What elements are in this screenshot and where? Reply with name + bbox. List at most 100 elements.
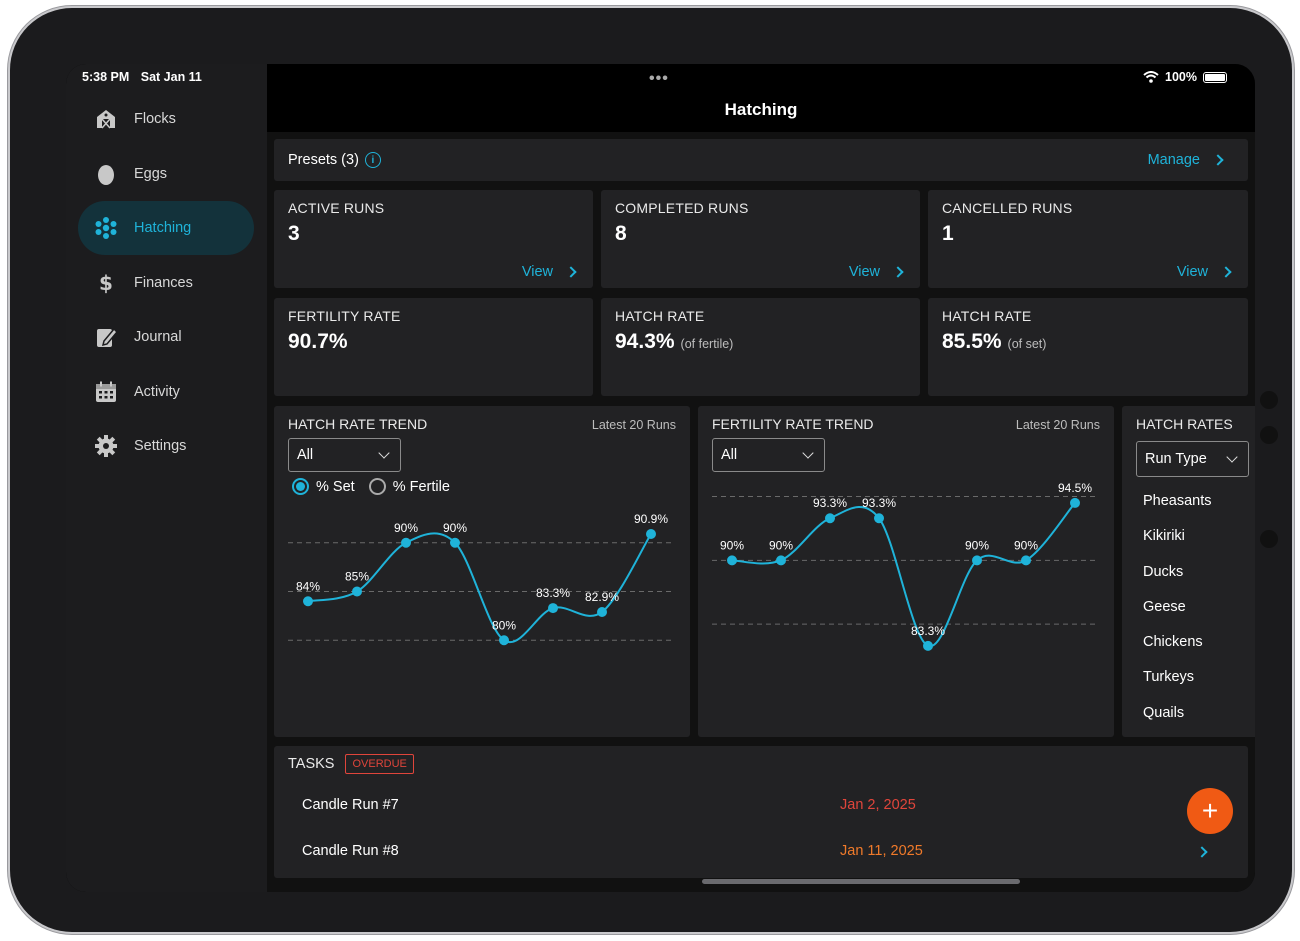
data-point[interactable] [923,640,933,651]
radio-label: % Set [316,478,355,495]
svg-text:$: $ [99,271,113,295]
data-label: 84% [296,579,320,593]
sidebar-item-label: Activity [134,383,180,400]
manage-presets-link[interactable]: Manage [1148,152,1234,168]
data-point[interactable] [303,596,313,607]
hatch-trend-filter-select[interactable]: All [288,438,401,472]
top-bar: ••• 100% Hatching [267,64,1255,132]
sidebar-item-finances[interactable]: $ Finances [78,256,254,310]
plus-icon: + [1201,795,1219,826]
data-point[interactable] [874,513,884,524]
list-item[interactable]: Quails [1143,704,1185,721]
view-label: View [521,264,553,280]
view-cancelled-runs-link[interactable]: View [1177,264,1242,280]
data-point[interactable] [499,635,509,646]
sidebar-item-label: Finances [134,274,193,291]
sidebar-item-activity[interactable]: Activity [78,365,254,419]
stat-value: 90.7% [288,330,348,354]
data-point[interactable] [646,528,656,539]
fertility-rate-trend-chart: 90% 90% 93.3% 93.3% 83.3% 90% 90% 94.5% [712,481,1098,651]
data-point[interactable] [972,555,982,566]
data-label: 90% [720,538,744,552]
multitasking-dots-icon[interactable]: ••• [649,70,669,87]
data-label: 83.3% [536,586,570,600]
data-point[interactable] [597,606,607,617]
task-name: Candle Run #7 [302,797,399,813]
task-row[interactable]: Candle Run #8 Jan 11, 2025 [302,839,1232,863]
stat-title: HATCH RATE [942,308,1032,324]
stat-value: 85.5% (of set) [942,330,1046,354]
manage-label: Manage [1147,152,1200,168]
data-point[interactable] [401,537,411,548]
sidebar-item-eggs[interactable]: Eggs [78,147,254,201]
data-point[interactable] [727,555,737,566]
sidebar-item-label: Journal [134,329,182,345]
data-label: 90% [1014,538,1038,552]
list-item[interactable]: Geese [1143,598,1186,615]
data-label: 93.3% [862,496,896,510]
tablet-frame: 5:38 PM Sat Jan 11 Flocks Eggs [10,8,1292,932]
radio-fertile[interactable]: % Fertile [368,478,450,495]
stat-title: HATCH RATE [615,308,705,324]
series-line [731,502,1076,647]
stat-number: 94.3% [615,330,675,353]
task-row[interactable]: Candle Run #7 Jan 2, 2025 [302,793,1232,817]
list-item[interactable]: Ducks [1143,563,1184,580]
sidebar-item-journal[interactable]: Journal [78,310,254,364]
hatch-rate-set-card: HATCH RATE 85.5% (of set) [928,298,1248,396]
wifi-icon [1143,71,1159,83]
stat-title: ACTIVE RUNS [288,200,385,216]
data-point[interactable] [825,513,835,524]
data-label: 90% [965,538,989,552]
data-label: 80% [492,618,516,632]
list-item[interactable]: Chickens [1143,634,1203,651]
task-date: Jan 11, 2025 [840,843,923,859]
add-task-button[interactable]: + [1187,788,1233,834]
status-date: Sat Jan 11 [140,70,202,84]
view-active-runs-link[interactable]: View [522,264,587,280]
radio-set[interactable]: % Set [292,478,355,495]
active-runs-card: ACTIVE RUNS 3 View [274,190,593,288]
data-point[interactable] [548,603,558,614]
run-type-select[interactable]: Run Type [1136,441,1249,477]
presets-bar: Presets (3) i Manage [274,139,1248,181]
gear-icon [94,434,118,458]
list-item[interactable]: Kikiriki [1143,528,1185,545]
view-completed-runs-link[interactable]: View [849,264,914,280]
data-label: 90% [394,521,418,535]
data-point[interactable] [1070,497,1080,508]
view-label: View [1176,264,1208,280]
data-label: 90% [443,521,467,535]
data-point[interactable] [1021,555,1031,566]
home-indicator[interactable] [702,879,1020,884]
egg-icon [94,162,118,186]
stat-value: 3 [288,222,300,245]
radio-selected-icon [292,478,309,495]
info-icon[interactable]: i [364,152,381,168]
fertility-trend-filter-select[interactable]: All [712,438,825,472]
stat-title: COMPLETED RUNS [615,200,749,216]
fertility-rate-card: FERTILITY RATE 90.7% [274,298,593,396]
data-point[interactable] [776,555,786,566]
sidebar-item-flocks[interactable]: Flocks [78,92,254,146]
data-label: 94.5% [1058,481,1092,495]
data-point[interactable] [450,537,460,548]
hatch-trend-mode-radios: % Set % Fertile [292,478,464,495]
sidebar-item-settings[interactable]: Settings [78,419,254,473]
stat-number: 85.5% [942,330,1002,353]
list-item[interactable]: Pheasants [1143,493,1212,509]
data-point[interactable] [352,586,362,597]
main-content: ••• 100% Hatching Presets (3) i Manage [267,64,1255,892]
hatch-rate-trend-chart: 84% 85% 90% 90% 80% 83.3% 82.9% 90.9% [288,512,674,646]
barn-icon [94,107,118,131]
page-title: Hatching [724,100,798,119]
data-label: 90.9% [634,512,668,526]
sidebar-item-hatching[interactable]: Hatching [78,201,254,255]
list-item[interactable]: Turkeys [1143,669,1195,686]
hatching-icon [94,216,118,240]
journal-icon [94,325,118,349]
task-name: Candle Run #8 [302,843,399,859]
select-value: All [297,447,314,463]
select-value: Run Type [1145,451,1207,467]
tasks-card: TASKS OVERDUE Candle Run #7 Jan 2, 2025 … [274,746,1248,878]
